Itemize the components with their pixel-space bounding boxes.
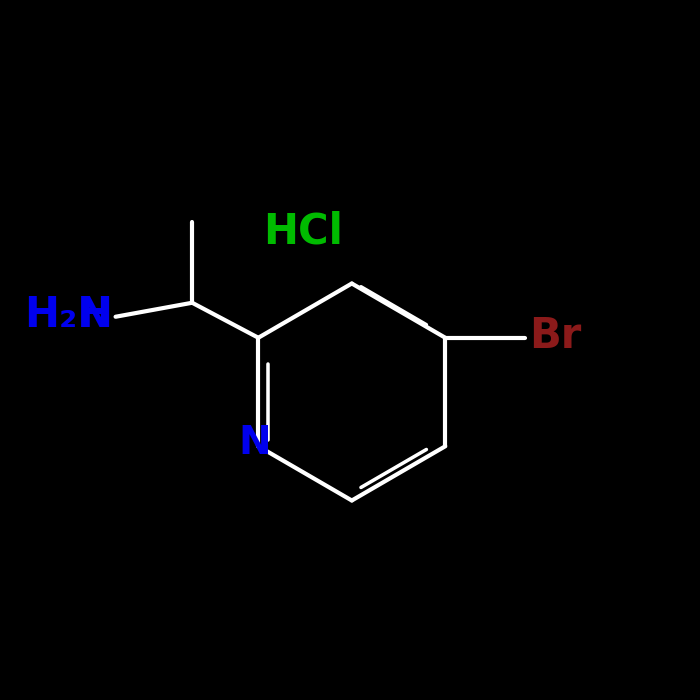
Text: H: H <box>77 294 112 337</box>
Text: Br: Br <box>529 315 581 357</box>
Text: HCl: HCl <box>263 210 343 252</box>
Text: N: N <box>239 424 271 462</box>
Text: H₂N: H₂N <box>24 294 112 337</box>
